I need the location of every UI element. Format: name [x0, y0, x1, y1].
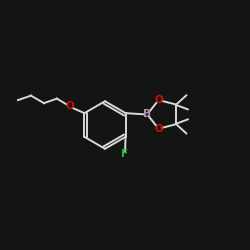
- Text: F: F: [121, 149, 128, 159]
- Text: B: B: [143, 110, 151, 120]
- Text: O: O: [66, 101, 74, 111]
- Text: O: O: [154, 95, 163, 105]
- Text: O: O: [154, 124, 163, 134]
